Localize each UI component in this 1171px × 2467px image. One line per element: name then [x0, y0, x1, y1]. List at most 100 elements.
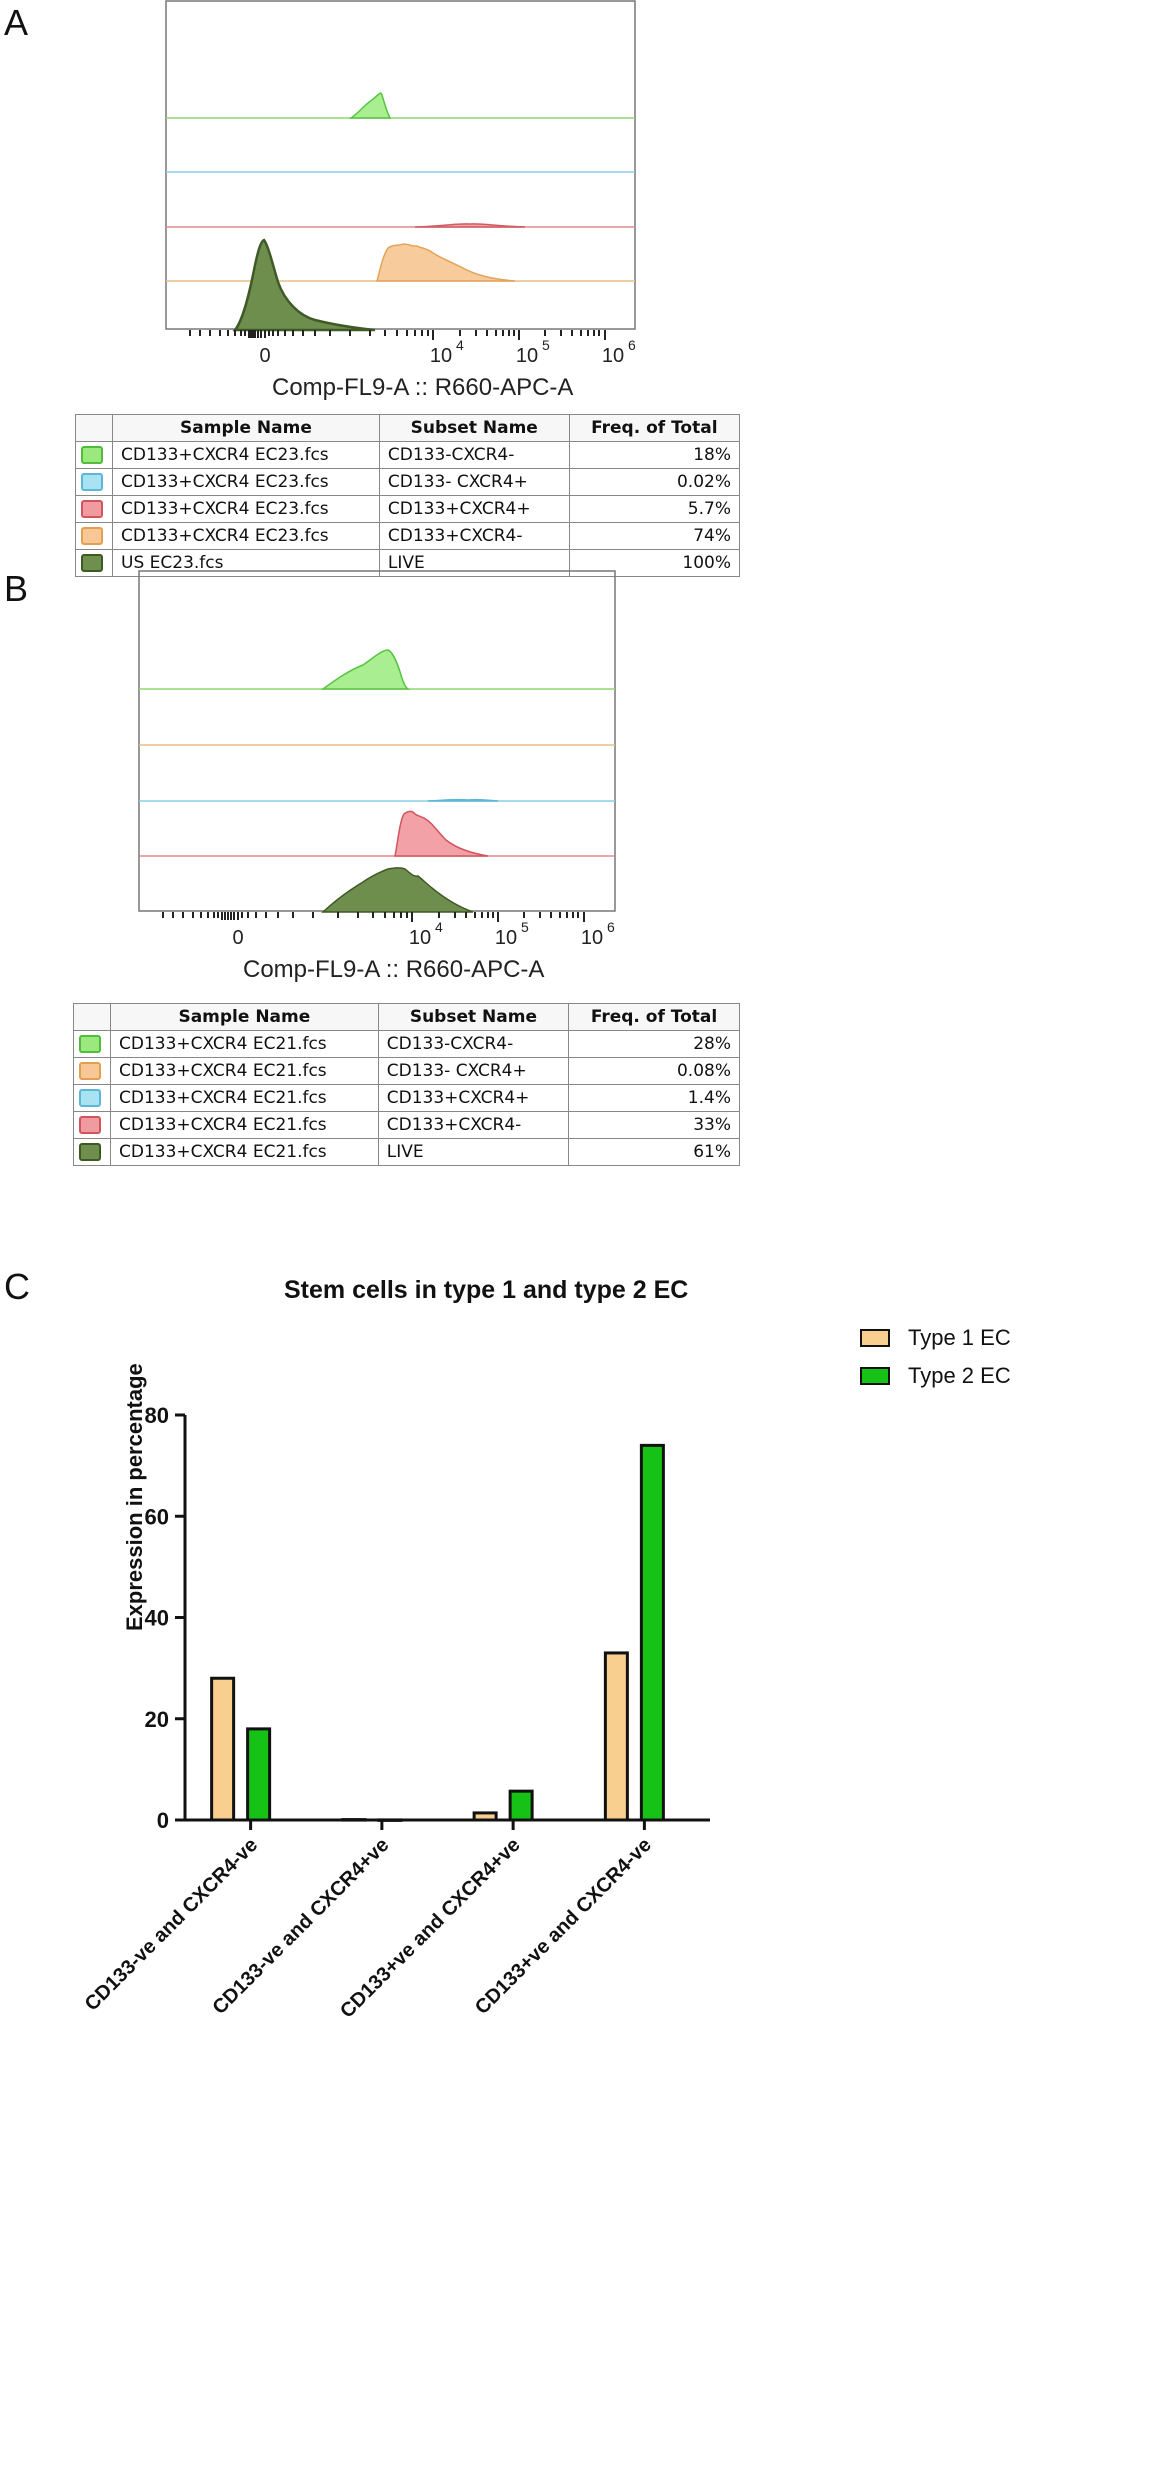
freq-value: 18%: [568, 441, 741, 469]
swatch-header: [73, 1003, 111, 1031]
header-freq: Freq. of Total: [568, 1003, 740, 1031]
histogram-red: [414, 223, 526, 228]
table-row: CD133+CXCR4 EC21.fcs LIVE 61%: [73, 1138, 740, 1166]
tick-sup-4: 4: [456, 337, 464, 353]
freq-value: 28%: [568, 1030, 740, 1058]
legend-swatch-type2: [860, 1367, 890, 1385]
x-ticks: [189, 330, 606, 340]
freq-value: 33%: [568, 1111, 740, 1139]
y-tick-label: 40: [145, 1606, 169, 1631]
histogram-green: [348, 92, 392, 119]
bar-type2: [639, 1443, 665, 1822]
bar-type2: [377, 1818, 403, 1822]
subset-name: CD133+CXCR4-: [378, 522, 570, 550]
freq-value: 74%: [568, 522, 741, 550]
tick-sup-5: 5: [521, 919, 529, 935]
y-tick-label: 60: [145, 1504, 169, 1529]
header-subset: Subset Name: [378, 414, 570, 442]
header-sample: Sample Name: [112, 414, 380, 442]
histogram-cyan: [427, 798, 499, 802]
freq-value: 100%: [568, 549, 741, 577]
header-sample: Sample Name: [110, 1003, 379, 1031]
y-tick-label: 0: [157, 1808, 169, 1833]
subset-name: LIVE: [377, 1138, 570, 1166]
freq-value: 0.08%: [568, 1057, 740, 1085]
header-freq: Freq. of Total: [568, 414, 741, 442]
bar-type1: [472, 1811, 498, 1822]
histogram-panel-a: 0 10 4 10 5 10 6: [165, 0, 636, 367]
table-row: CD133+CXCR4 EC21.fcs CD133-CXCR4- 28%: [73, 1030, 740, 1058]
histogram-panel-b: 0 10 4 10 5 10 6: [138, 570, 616, 949]
swatch: [81, 500, 103, 518]
tick-label-0: 0: [259, 345, 270, 367]
histogram-dark-green: [232, 238, 376, 332]
tick-label-1e5: 10: [495, 927, 517, 949]
table-row: CD133+CXCR4 EC23.fcs CD133+CXCR4- 74%: [75, 522, 741, 550]
panel-letter-a: A: [4, 2, 29, 43]
bar-type2: [508, 1789, 534, 1822]
histogram-dark-green: [321, 867, 474, 913]
legend-header: Sample Name Subset Name Freq. of Total: [75, 414, 741, 442]
subset-name: CD133+CXCR4-: [377, 1111, 570, 1139]
sample-name: CD133+CXCR4 EC23.fcs: [112, 441, 380, 469]
swatch: [79, 1089, 101, 1107]
table-row: CD133+CXCR4 EC23.fcs CD133-CXCR4- 18%: [75, 441, 741, 469]
legend-label-type2: Type 2 EC: [908, 1363, 1011, 1388]
swatch: [79, 1143, 101, 1161]
subset-name: LIVE: [378, 549, 570, 577]
subset-name: CD133+CXCR4+: [378, 495, 570, 523]
swatch-header: [75, 414, 113, 442]
table-row: CD133+CXCR4 EC21.fcs CD133+CXCR4- 33%: [73, 1111, 740, 1139]
legend-header: Sample Name Subset Name Freq. of Total: [73, 1003, 740, 1031]
y-tick-label: 20: [145, 1707, 169, 1732]
swatch: [81, 473, 103, 491]
bar-type1: [603, 1651, 629, 1822]
legend-table-a: Sample Name Subset Name Freq. of Total C…: [75, 414, 741, 577]
sample-name: CD133+CXCR4 EC21.fcs: [110, 1030, 379, 1058]
freq-value: 61%: [568, 1138, 740, 1166]
histogram-green: [320, 649, 411, 690]
legend-swatch-type1: [860, 1329, 890, 1347]
sample-name: CD133+CXCR4 EC23.fcs: [112, 495, 380, 523]
panel-letter-c: C: [4, 1266, 30, 1307]
tick-label-1e6: 10: [602, 345, 624, 367]
panel-letter-b: B: [4, 568, 29, 609]
subset-name: CD133- CXCR4+: [378, 468, 570, 496]
subset-name: CD133-CXCR4-: [378, 441, 570, 469]
swatch: [81, 527, 103, 545]
legend-item-type1: Type 1 EC: [860, 1319, 1011, 1357]
legend-table-b: Sample Name Subset Name Freq. of Total C…: [73, 1003, 740, 1166]
histogram-orange: [376, 243, 516, 282]
table-row: US EC23.fcs LIVE 100%: [75, 549, 741, 577]
chart-legend: Type 1 EC Type 2 EC: [860, 1319, 1011, 1395]
freq-value: 0.02%: [568, 468, 741, 496]
tick-sup-6: 6: [628, 337, 636, 353]
swatch: [79, 1062, 101, 1080]
tick-label-1e4: 10: [409, 927, 431, 949]
tick-sup-6: 6: [607, 919, 615, 935]
table-row: CD133+CXCR4 EC21.fcs CD133+CXCR4+ 1.4%: [73, 1084, 740, 1112]
x-ticks: [162, 912, 585, 922]
header-subset: Subset Name: [377, 1003, 570, 1031]
y-tick-label: 80: [145, 1403, 169, 1428]
sample-name: CD133+CXCR4 EC21.fcs: [110, 1138, 379, 1166]
tick-label-1e5: 10: [516, 345, 538, 367]
bar-type2: [246, 1727, 272, 1822]
tick-sup-4: 4: [435, 919, 443, 935]
swatch: [79, 1035, 101, 1053]
x-axis-label-b: Comp-FL9-A :: R660-APC-A: [243, 956, 545, 983]
plot-frame: [165, 0, 636, 330]
subset-name: CD133+CXCR4+: [377, 1084, 570, 1112]
legend-item-type2: Type 2 EC: [860, 1357, 1011, 1395]
freq-value: 5.7%: [568, 495, 741, 523]
chart-title: Stem cells in type 1 and type 2 EC: [284, 1276, 689, 1304]
sample-name: CD133+CXCR4 EC23.fcs: [112, 522, 380, 550]
swatch: [81, 446, 103, 464]
swatch: [81, 554, 103, 572]
tick-label-1e4: 10: [430, 345, 452, 367]
sample-name: CD133+CXCR4 EC23.fcs: [112, 468, 380, 496]
table-row: CD133+CXCR4 EC21.fcs CD133- CXCR4+ 0.08%: [73, 1057, 740, 1085]
bar-type1: [341, 1818, 367, 1822]
tick-sup-5: 5: [542, 337, 550, 353]
